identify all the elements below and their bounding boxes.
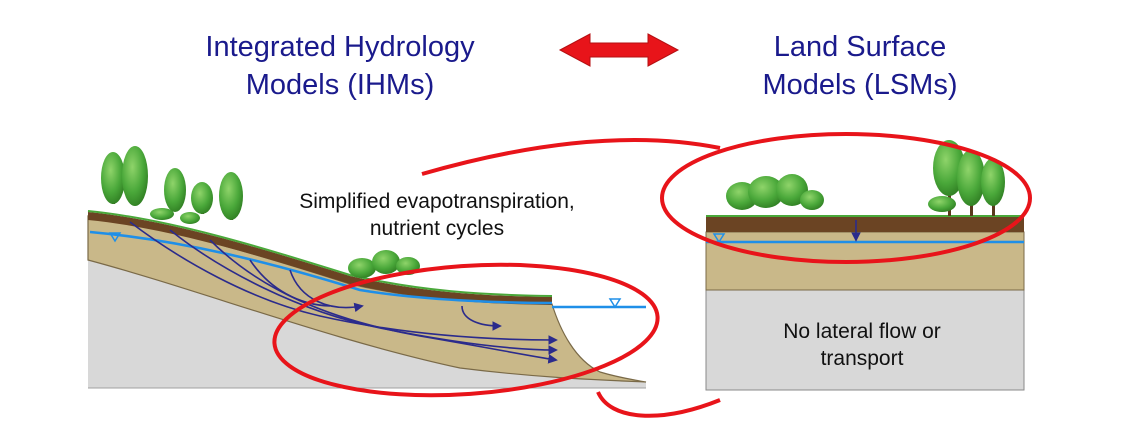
tree-icon [164,168,186,212]
bedrock-layer [705,289,1025,391]
double-headed-arrow-icon [558,33,680,67]
lsm-title-line2: Models (LSMs) [762,69,958,101]
lsm-surface-highlight-ellipse [660,132,1032,264]
shrub-icon [180,212,200,224]
shrub-icon [726,174,824,210]
tree-icon [957,150,985,216]
evapotranspiration-note: Simplified evapotranspiration, nutrient … [262,188,612,242]
nolat-note-line1: No lateral flow or [783,320,941,343]
ihm-title: Integrated Hydrology Models (IHMs) [150,28,530,104]
topsoil-layer [706,217,1024,232]
evap-note-line2: nutrient cycles [369,217,505,240]
connector-evap-to-lsm [421,138,721,176]
tree-icon [101,152,125,204]
nolat-note-line2: transport [820,347,904,370]
ihm-vegetation [101,146,420,278]
tree-icon [122,146,148,206]
lsm-vegetation [726,140,1005,216]
ihm-title-line2: Models (IHMs) [245,69,435,101]
tree-icon [219,172,243,220]
lsm-title: Land Surface Models (LSMs) [700,28,1020,104]
shrub-icon [150,208,174,220]
evap-note-line1: Simplified evapotranspiration, [299,190,575,213]
bedrock-layer [88,260,646,388]
lsm-title-line1: Land Surface [773,31,947,63]
ihm-title-line1: Integrated Hydrology [205,31,475,63]
water-table-triangle-icon [108,232,122,243]
shrub-icon [928,196,956,212]
water-table-triangle-icon [608,298,622,309]
tree-icon [191,182,213,214]
tree-icon [981,158,1005,216]
connector-ihm-to-lsm [596,391,721,418]
shrub-icon [348,250,420,278]
topsoil-layer [88,212,552,305]
ihm-subsurface-highlight-ellipse [272,262,660,398]
tree-icon [933,140,965,216]
water-table-triangle-icon [712,233,726,244]
no-lateral-flow-note: No lateral flow or transport [712,318,1012,372]
subsurface-flow-lines [129,221,558,364]
highlight-callouts [272,132,1032,418]
ihm-hillslope-section [87,210,647,389]
